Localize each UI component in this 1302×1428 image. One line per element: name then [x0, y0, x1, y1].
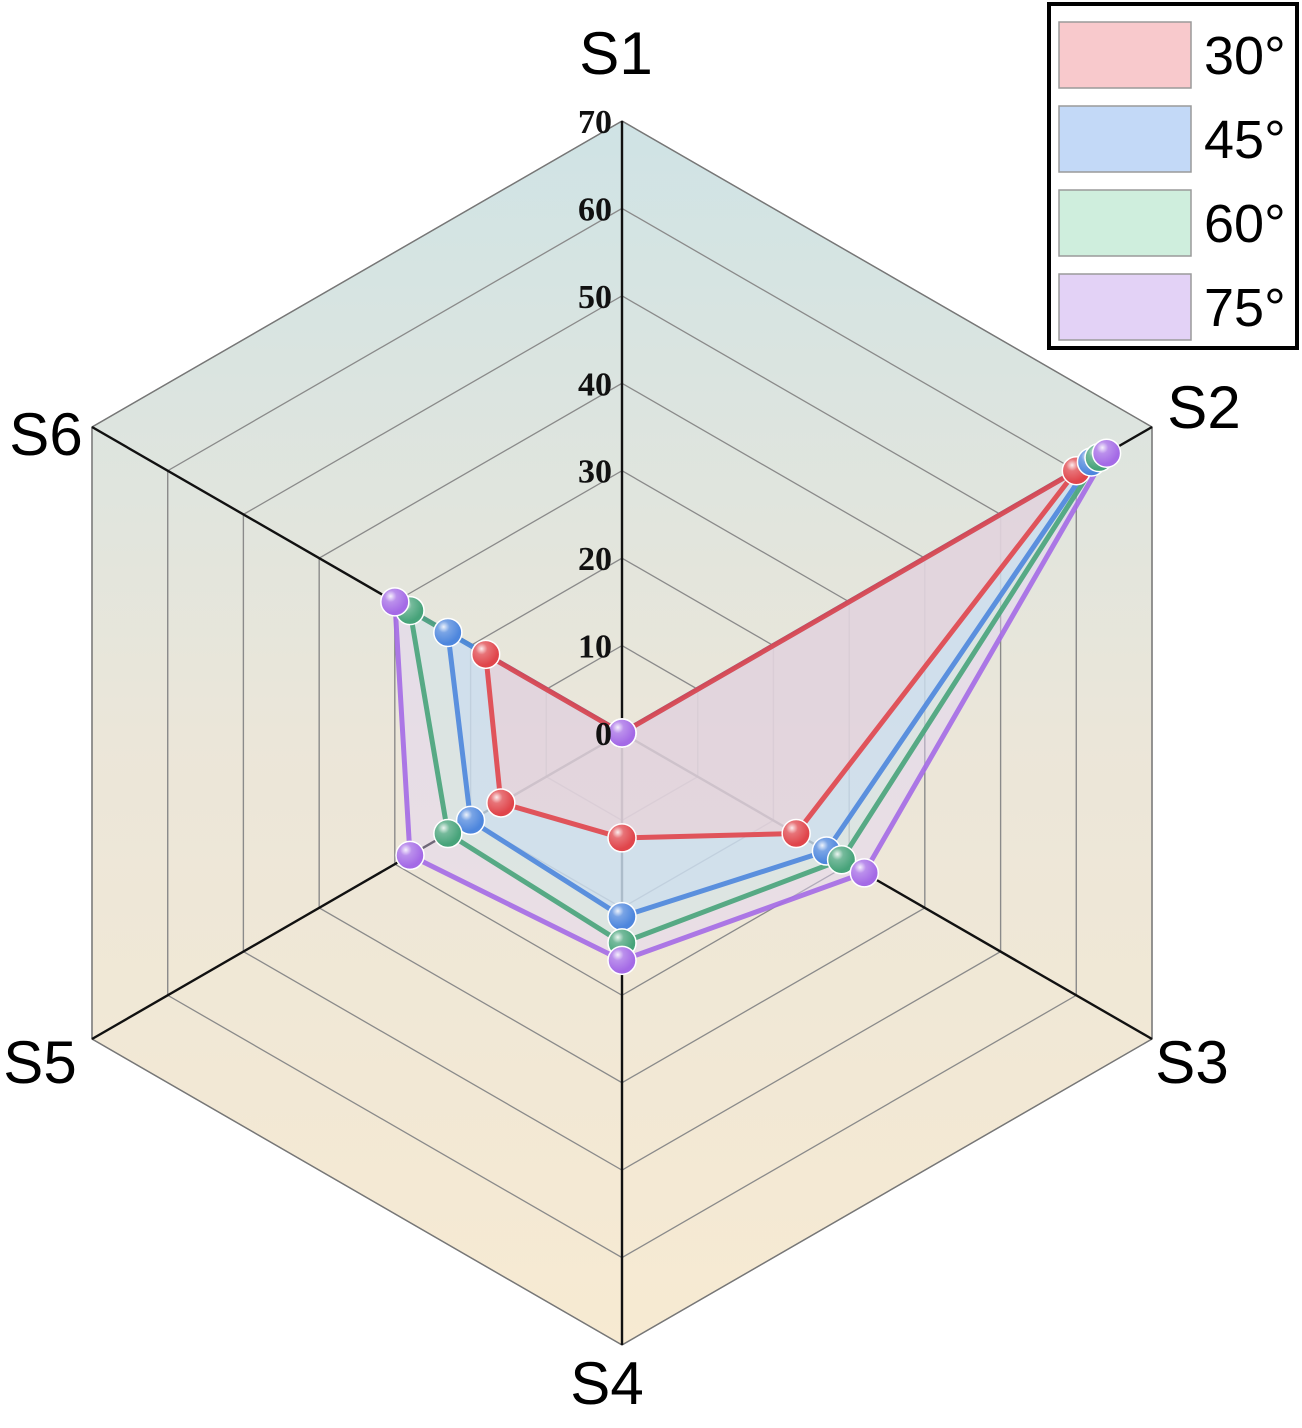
tick-labels: 0 10 20 30 40 50 60 70	[578, 104, 612, 753]
legend-label-0: 30°	[1204, 26, 1286, 86]
data-point-shine	[608, 719, 636, 747]
data-point-shine	[850, 858, 879, 887]
data-point-shine	[456, 806, 485, 835]
data-point-shine	[395, 841, 424, 870]
axis-label-s4: S4	[570, 1350, 643, 1417]
tick-label: 50	[578, 279, 612, 316]
data-point-shine	[486, 788, 515, 817]
tick-label: 20	[578, 541, 612, 578]
tick-label: 40	[578, 366, 612, 403]
data-point-shine	[608, 946, 636, 975]
data-point-shine	[433, 819, 462, 848]
axis-label-s5: S5	[3, 1029, 76, 1096]
data-point-shine	[433, 618, 462, 647]
legend: 30° 45° 60° 75°	[1047, 2, 1299, 350]
axis-labels: S1 S2 S3 S4 S5 S6	[3, 20, 1240, 1417]
axis-label-s3: S3	[1155, 1029, 1228, 1096]
axis-line-s5	[91, 731, 623, 1041]
data-point-shine	[608, 902, 636, 931]
data-point-shine	[380, 587, 409, 616]
legend-label-3: 75°	[1204, 278, 1286, 338]
tick-label: 70	[578, 104, 612, 141]
axis-label-s1: S1	[579, 20, 652, 87]
data-point-shine	[782, 819, 811, 848]
axis-label-s2: S2	[1167, 374, 1240, 441]
legend-label-1: 45°	[1204, 110, 1286, 170]
series-points-3	[380, 438, 1122, 976]
data-point-shine	[608, 823, 636, 852]
legend-label-2: 60°	[1204, 194, 1286, 254]
axis-line-s3	[621, 731, 1153, 1041]
radar-series	[380, 438, 1122, 976]
data-point-shine	[827, 845, 856, 874]
data-point-shine	[1092, 439, 1121, 468]
axis-label-s6: S6	[9, 401, 82, 468]
data-point-shine	[471, 640, 500, 669]
legend-swatch-0	[1058, 21, 1192, 89]
tick-label: 10	[578, 629, 612, 666]
tick-label: 30	[578, 454, 612, 491]
legend-swatch-1	[1058, 105, 1192, 173]
legend-swatch-3	[1058, 273, 1192, 341]
legend-swatch-2	[1058, 189, 1192, 257]
tick-label: 0	[595, 716, 612, 753]
tick-label: 60	[578, 191, 612, 228]
